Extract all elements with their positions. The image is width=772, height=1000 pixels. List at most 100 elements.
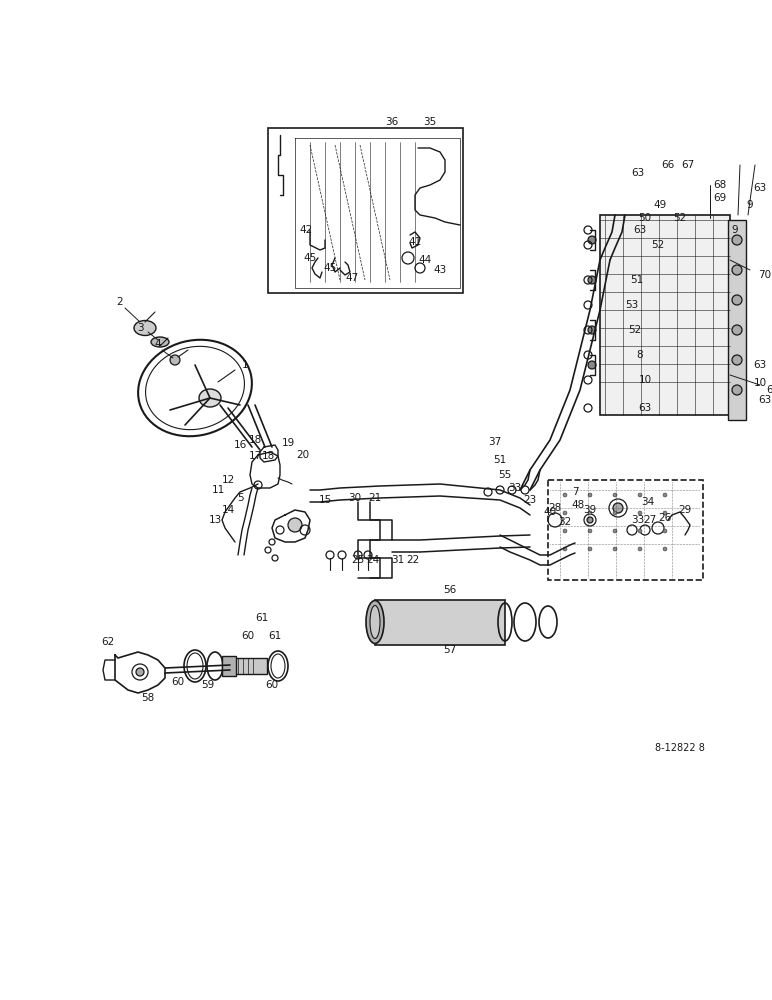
Text: 27: 27 [643, 515, 657, 525]
Text: 18: 18 [249, 435, 262, 445]
Bar [222, 656, 236, 676]
Text: 11: 11 [212, 485, 225, 495]
Text: 52: 52 [673, 213, 686, 223]
Circle shape [563, 547, 567, 551]
Text: 63: 63 [753, 183, 767, 193]
Circle shape [288, 518, 302, 532]
Text: 12: 12 [222, 475, 235, 485]
Ellipse shape [370, 605, 380, 639]
Text: 21: 21 [368, 493, 381, 503]
Text: 30: 30 [348, 493, 361, 503]
Circle shape [638, 493, 642, 497]
Text: 67: 67 [682, 160, 695, 170]
Text: 18: 18 [262, 451, 275, 461]
Text: 8-12822 8: 8-12822 8 [655, 743, 705, 753]
Circle shape [663, 547, 667, 551]
Text: 26: 26 [659, 513, 672, 523]
Text: 45: 45 [323, 263, 337, 273]
Ellipse shape [151, 337, 169, 347]
Text: 61: 61 [256, 613, 269, 623]
Circle shape [563, 511, 567, 515]
Text: 63: 63 [631, 168, 645, 178]
Text: 15: 15 [318, 495, 332, 505]
Text: 4: 4 [154, 339, 161, 349]
Text: 5: 5 [237, 493, 243, 503]
Circle shape [732, 385, 742, 395]
Text: 10: 10 [638, 375, 652, 385]
Circle shape [613, 493, 617, 497]
Text: 31: 31 [391, 555, 405, 565]
Text: 20: 20 [296, 450, 310, 460]
Text: 25: 25 [351, 555, 364, 565]
Circle shape [588, 529, 592, 533]
Circle shape [663, 511, 667, 515]
Text: 39: 39 [584, 505, 597, 515]
Ellipse shape [366, 600, 384, 644]
Circle shape [588, 236, 596, 244]
Circle shape [732, 235, 742, 245]
Text: 55: 55 [499, 470, 512, 480]
Text: 17: 17 [249, 451, 262, 461]
Text: 60: 60 [266, 680, 279, 690]
Text: 66: 66 [662, 160, 675, 170]
Circle shape [732, 265, 742, 275]
Text: 51: 51 [493, 455, 506, 465]
Circle shape [663, 493, 667, 497]
Bar [268, 128, 463, 293]
Circle shape [613, 547, 617, 551]
Text: 51: 51 [631, 275, 644, 285]
Bar [548, 480, 703, 580]
Circle shape [613, 511, 617, 515]
Text: 49: 49 [653, 200, 667, 210]
Text: 45: 45 [303, 253, 317, 263]
Circle shape [638, 511, 642, 515]
Circle shape [587, 517, 593, 523]
Text: 14: 14 [222, 505, 235, 515]
Text: 22: 22 [406, 555, 420, 565]
Bar [375, 600, 505, 645]
Text: 19: 19 [281, 438, 295, 448]
Circle shape [732, 325, 742, 335]
Ellipse shape [134, 320, 156, 336]
Text: 40: 40 [543, 507, 557, 517]
Text: 62: 62 [101, 637, 114, 647]
Text: 37: 37 [489, 437, 502, 447]
Circle shape [588, 361, 596, 369]
Text: 24: 24 [367, 555, 380, 565]
Text: 58: 58 [141, 693, 154, 703]
Text: 52: 52 [652, 240, 665, 250]
Circle shape [588, 511, 592, 515]
Circle shape [136, 668, 144, 676]
Text: 3: 3 [137, 323, 144, 333]
Circle shape [613, 503, 623, 513]
Text: 60: 60 [242, 631, 255, 641]
Text: 44: 44 [418, 255, 432, 265]
Text: 53: 53 [625, 300, 638, 310]
Text: 47: 47 [345, 273, 359, 283]
Circle shape [588, 276, 596, 284]
Circle shape [170, 355, 180, 365]
Circle shape [563, 493, 567, 497]
Circle shape [663, 529, 667, 533]
Text: 68: 68 [713, 180, 726, 190]
Text: 2: 2 [117, 297, 124, 307]
Text: 28: 28 [548, 503, 561, 513]
Circle shape [613, 529, 617, 533]
Text: 9: 9 [732, 225, 738, 235]
Bar [222, 658, 267, 674]
Text: 63: 63 [758, 395, 772, 405]
Text: 70: 70 [758, 270, 771, 280]
Text: 34: 34 [642, 497, 655, 507]
Circle shape [638, 529, 642, 533]
Bar [600, 215, 730, 415]
Text: 16: 16 [233, 440, 246, 450]
Circle shape [588, 326, 596, 334]
Text: 35: 35 [423, 117, 437, 127]
Ellipse shape [199, 389, 221, 407]
Text: 1: 1 [242, 360, 249, 370]
Text: 52: 52 [628, 325, 642, 335]
Text: 33: 33 [631, 515, 645, 525]
Text: 63: 63 [753, 360, 767, 370]
Text: 9: 9 [747, 200, 753, 210]
Text: 8: 8 [637, 350, 643, 360]
